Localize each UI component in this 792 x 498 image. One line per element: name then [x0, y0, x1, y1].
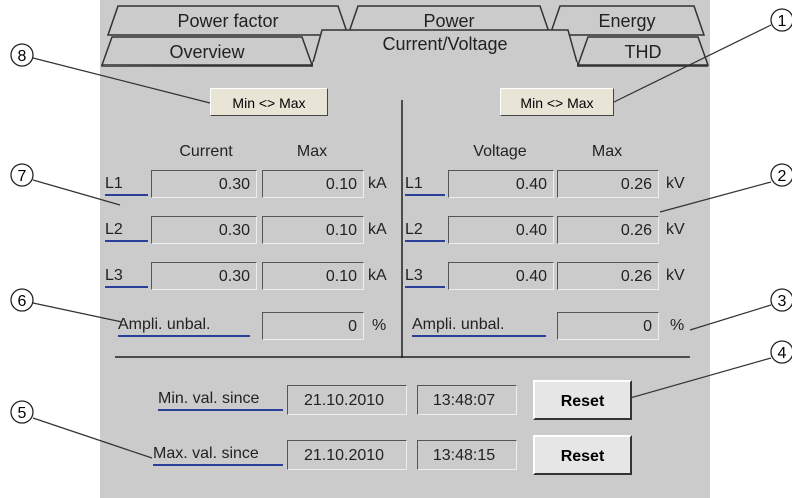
unit: kA — [368, 175, 387, 192]
date-field: 21.10.2010 — [287, 385, 407, 415]
value-field: 0.40 — [448, 216, 554, 244]
callout-number: 3 — [778, 293, 787, 310]
phase-label: L2 — [105, 218, 148, 242]
leaders — [32, 24, 772, 459]
phase-label: L1 — [105, 172, 148, 196]
max-field: 0.10 — [262, 262, 364, 290]
active-tab-gap — [313, 62, 577, 70]
column-header: Max — [591, 143, 623, 160]
time-field: 13:48:07 — [417, 385, 517, 415]
unbalance-field: 0 — [557, 312, 659, 340]
unit: kV — [666, 221, 685, 238]
callout-circle — [10, 43, 34, 67]
phase-label: L1 — [405, 172, 445, 196]
reset-button[interactable]: Reset — [533, 435, 632, 475]
value-field: 0.40 — [448, 262, 554, 290]
date-field: 21.10.2010 — [287, 440, 407, 470]
unit: kV — [666, 267, 685, 284]
max-field: 0.26 — [557, 262, 659, 290]
min-max-button[interactable]: Min <> Max — [500, 88, 614, 116]
unit: % — [670, 317, 685, 334]
phase-label: L3 — [405, 264, 445, 288]
value-field: 0.30 — [151, 170, 257, 198]
since-label: Max. val. since — [153, 442, 283, 466]
max-field: 0.26 — [557, 170, 659, 198]
phase-label: L3 — [105, 264, 148, 288]
callout-number: 1 — [778, 13, 787, 30]
unit: kV — [666, 175, 685, 192]
unit: kA — [368, 267, 387, 284]
reset-button[interactable]: Reset — [533, 380, 632, 420]
callout-number: 8 — [18, 48, 27, 65]
value-field: 0.30 — [151, 216, 257, 244]
callout-number: 4 — [778, 345, 787, 362]
since-label: Min. val. since — [158, 387, 283, 411]
phase-label: L2 — [405, 218, 445, 242]
tab[interactable]: THD — [624, 42, 662, 62]
value-field: 0.30 — [151, 262, 257, 290]
max-field: 0.26 — [557, 216, 659, 244]
callout-circle — [10, 163, 34, 187]
tab[interactable]: Power factor — [177, 11, 279, 31]
max-field: 0.10 — [262, 216, 364, 244]
min-max-button[interactable]: Min <> Max — [210, 88, 328, 116]
unbalance-label: Ampli. unbal. — [412, 313, 546, 337]
callout-number: 5 — [18, 405, 27, 422]
value-field: 0.40 — [448, 170, 554, 198]
callout-number: 2 — [778, 168, 787, 185]
tab[interactable]: Power — [423, 11, 475, 31]
max-field: 0.10 — [262, 170, 364, 198]
unbalance-label: Ampli. unbal. — [118, 313, 250, 337]
unit: kA — [368, 221, 387, 238]
column-header: Voltage — [473, 143, 527, 160]
tab[interactable]: Overview — [169, 42, 245, 62]
callout-circle — [10, 288, 34, 312]
callout-circle — [10, 400, 34, 424]
callout-circle — [770, 163, 792, 187]
callout-number: 6 — [18, 293, 27, 310]
unbalance-field: 0 — [262, 312, 364, 340]
unit: % — [372, 317, 387, 334]
panel — [100, 0, 710, 498]
callout-number: 7 — [18, 168, 27, 185]
callout-circle — [770, 8, 792, 32]
column-header: Current — [179, 143, 233, 160]
tab[interactable]: Current/Voltage — [382, 34, 508, 54]
callout-circle — [770, 340, 792, 364]
tab[interactable]: Energy — [598, 11, 656, 31]
callout-circle — [770, 288, 792, 312]
column-header: Max — [296, 143, 328, 160]
time-field: 13:48:15 — [417, 440, 517, 470]
